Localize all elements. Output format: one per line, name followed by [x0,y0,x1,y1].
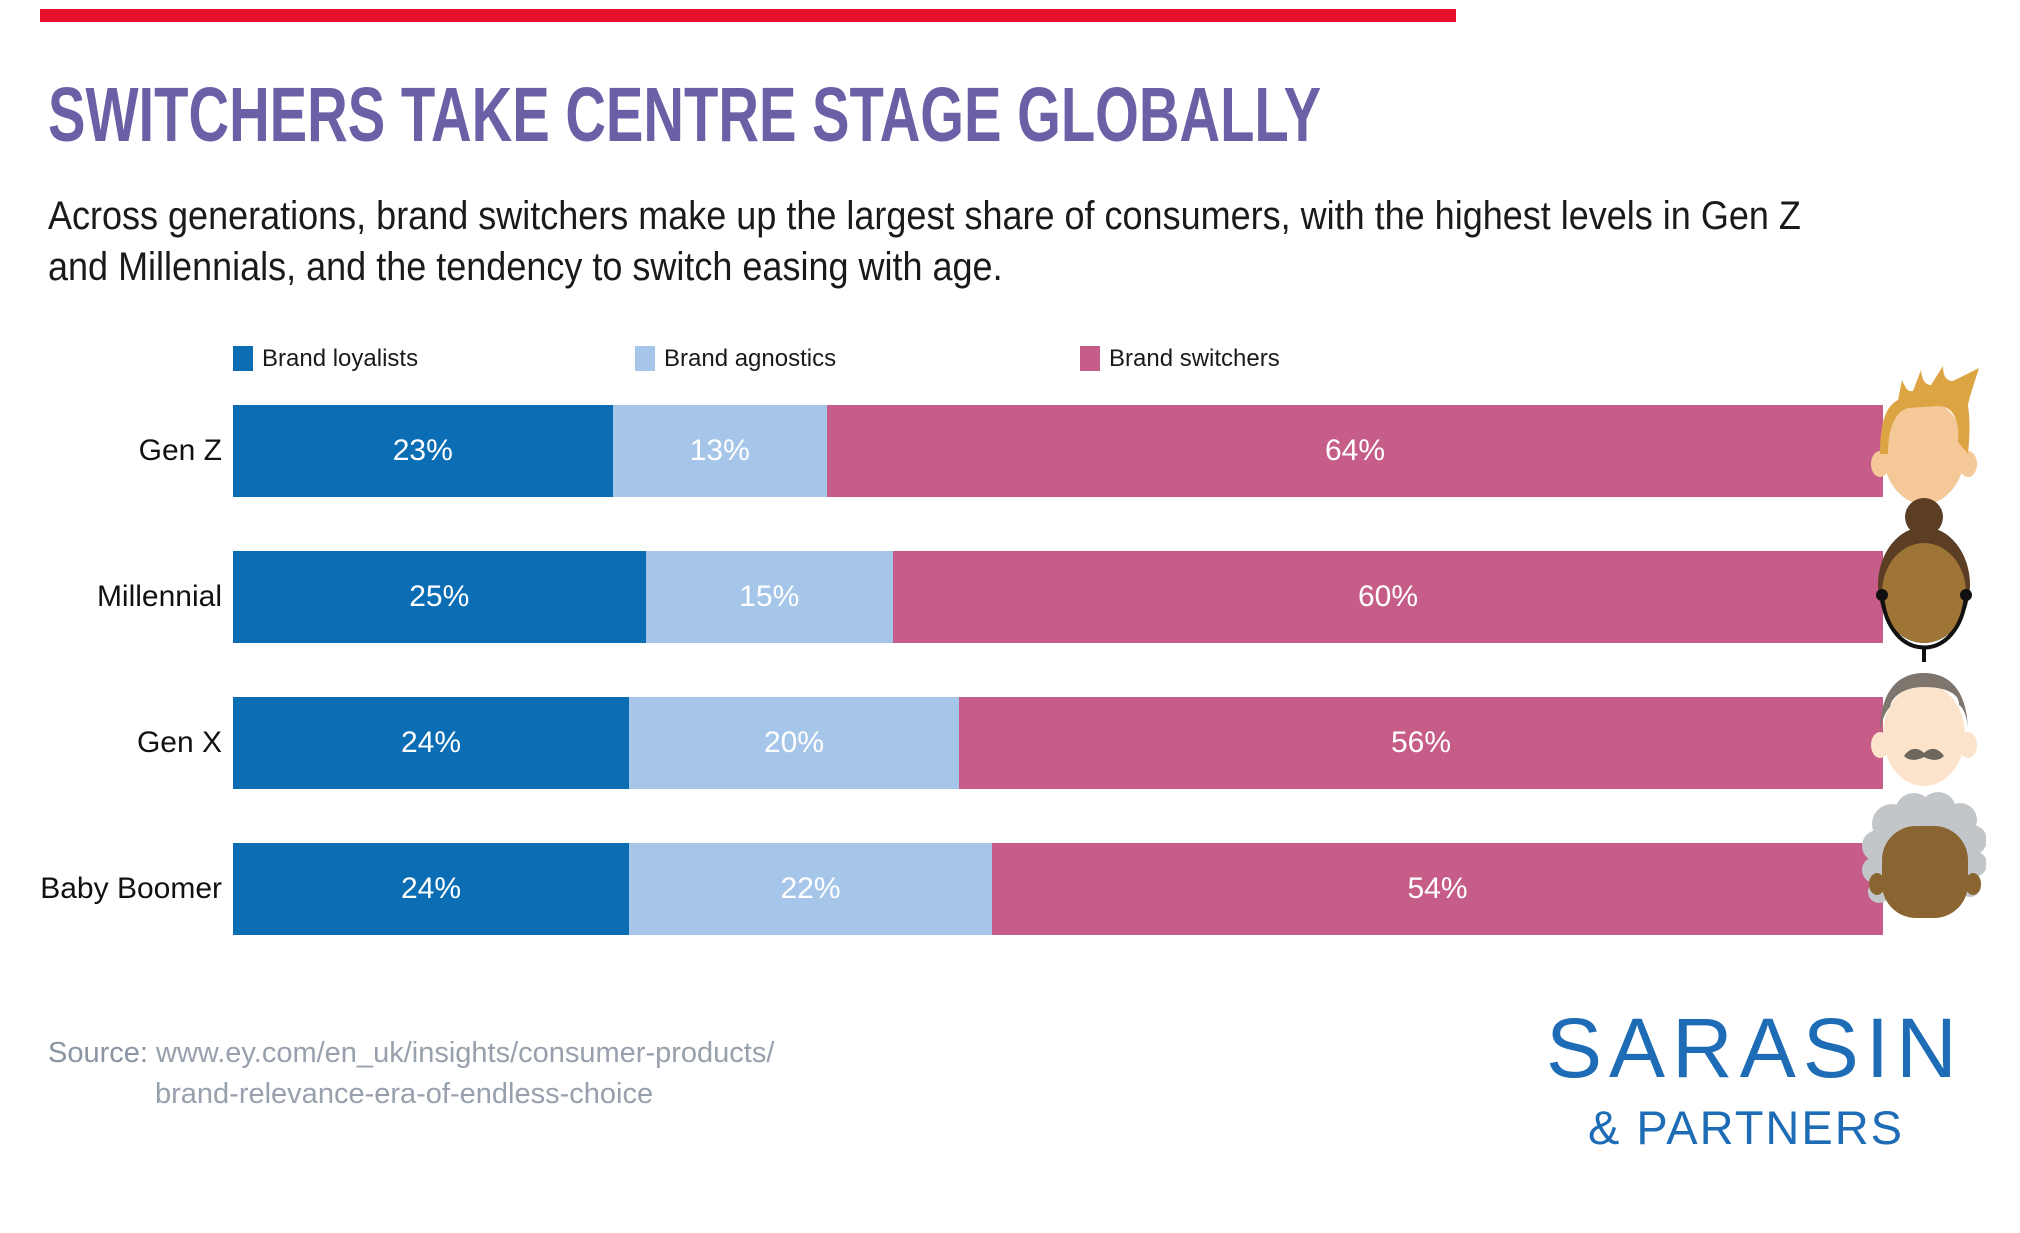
sarasin-logo-wordmark: SARASIN [1546,1001,1964,1095]
chart-row-gen-z: Gen Z 23% 13% 64% [0,405,2020,497]
subtitle-line-2: and Millennials, and the tendency to swi… [48,245,1003,289]
row-label: Millennial [96,580,222,613]
page-title: SWITCHERS TAKE CENTRE STAGE GLOBALLY [48,72,1322,158]
bar-segment-brand-agnostics: 20% [629,697,959,789]
source-line-1: Source: www.ey.com/en_uk/insights/consum… [48,1033,774,1074]
bar-segment-brand-agnostics: 13% [612,405,827,497]
legend-item-brand-loyalists: Brand loyalists [233,344,419,372]
value-label: 56% [1390,726,1452,759]
value-label: 20% [763,726,825,759]
bar-segment-brand-agnostics: 22% [629,843,992,935]
stacked-bar: 23% 13% 64% [233,405,1883,497]
gen-z-avatar [1871,366,1979,504]
legend-label: Brand loyalists [262,344,419,372]
bar-segment-brand-switchers: 64% [827,405,1883,497]
chart-row-millennial: Millennial 25% 15% 60% [0,551,2020,643]
chart-row-gen-x: Gen X 24% 20% 56% [0,697,2020,789]
value-label: 15% [739,580,800,613]
gen-x-avatar [1871,673,1977,786]
sarasin-logo-subtitle: & PARTNERS [1588,1101,1904,1154]
stacked-bar: 25% 15% 60% [233,551,1883,643]
row-label: Baby Boomer [40,872,222,905]
row-label: Gen Z [138,434,222,467]
legend-label: Brand switchers [1109,344,1280,372]
bar-segment-brand-loyalists: 23% [233,405,613,497]
value-label: 24% [400,872,462,905]
bar-segment-brand-switchers: 54% [992,843,1883,935]
source-note: Source: www.ey.com/en_uk/insights/consum… [48,1033,774,1115]
subtitle-line-1: Across generations, brand switchers make… [48,194,1801,238]
subtitle: Across generations, brand switchers make… [48,191,1801,293]
mustache [1904,748,1944,760]
source-url-line-1: www.ey.com/en_uk/insights/consumer-produ… [156,1037,775,1069]
value-label: 23% [392,434,453,467]
legend-swatch [635,346,655,371]
bar-segment-brand-loyalists: 24% [233,843,629,935]
legend-item-brand-switchers: Brand switchers [1080,344,1280,372]
legend-label: Brand agnostics [664,344,837,372]
bar-segment-brand-switchers: 60% [893,551,1883,643]
stacked-bar: 24% 20% 56% [233,697,1883,789]
row-label: Gen X [136,726,222,759]
legend-item-brand-agnostics: Brand agnostics [635,344,837,372]
bar-segment-brand-switchers: 56% [959,697,1883,789]
value-label: 22% [780,872,841,905]
value-label: 64% [1324,434,1386,467]
stacked-bar: 24% 22% 54% [233,843,1883,935]
value-label: 13% [689,434,750,467]
source-url-line-2: brand-relevance-era-of-endless-choice [155,1078,654,1110]
bar-segment-brand-loyalists: 25% [233,551,646,643]
value-label: 60% [1357,580,1419,613]
millennial-avatar [1876,498,1972,662]
source-label: Source: [48,1037,148,1069]
chart-row-baby-boomer: Baby Boomer 24% 22% 54% [0,843,2020,935]
value-label: 25% [409,580,470,613]
stacked-bar-chart: Gen Z 23% 13% 64% Millennial 25% 15% 60% Gen X 24… [0,405,2020,935]
baby-boomer-avatar [1862,792,1986,918]
value-label: 24% [400,726,462,759]
bar-segment-brand-loyalists: 24% [233,697,629,789]
bar-segment-brand-agnostics: 15% [645,551,893,643]
chart-legend: Brand loyalists Brand agnostics Brand swit… [0,344,2020,372]
value-label: 54% [1407,872,1468,905]
legend-swatch [233,346,253,371]
legend-swatch [1080,346,1100,371]
top-accent-bar [40,9,1456,22]
